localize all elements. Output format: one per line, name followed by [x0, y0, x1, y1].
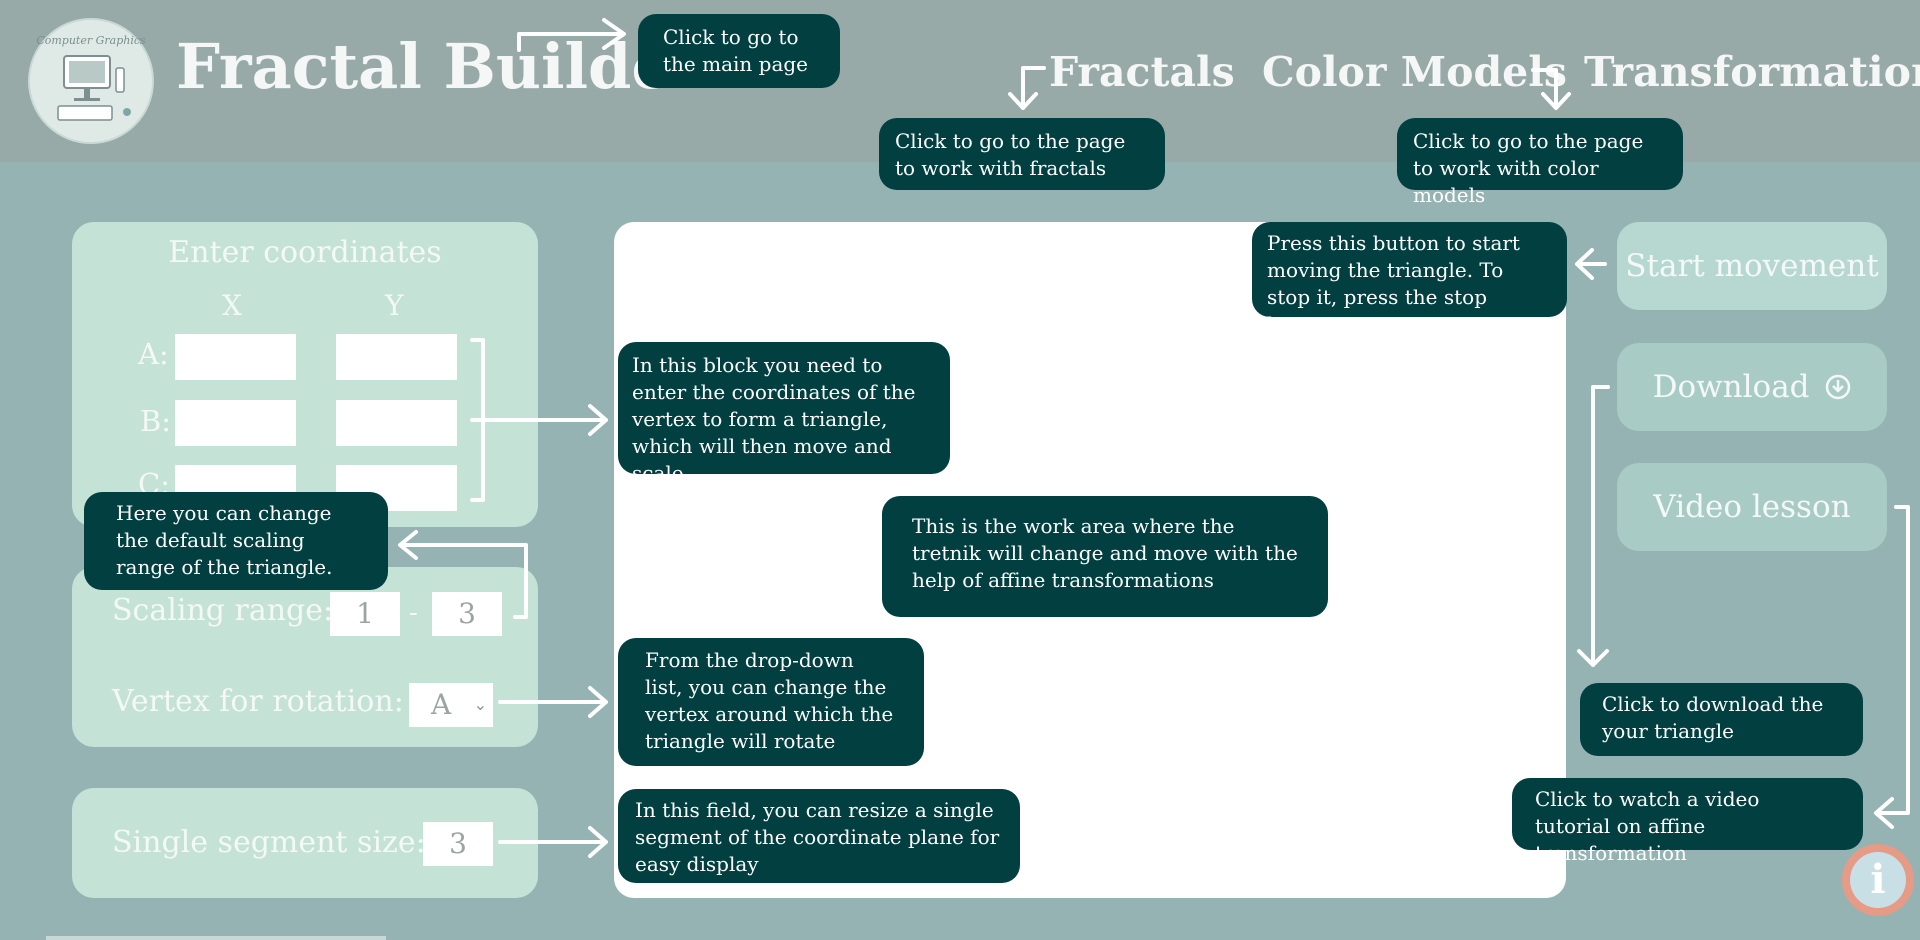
coordinates-panel [72, 222, 538, 527]
segment-size-label: Single segment size: [112, 825, 426, 860]
logo-text: Computer Graphics [36, 34, 146, 47]
arrow-from-coordinates [470, 338, 608, 502]
x-header: X [222, 289, 242, 322]
scaling-dash: - [409, 598, 418, 628]
scaling-min-input[interactable]: 1 [330, 592, 400, 636]
tip-scaling: Here you can change the default scaling … [84, 492, 388, 590]
row-label-b: B: [140, 404, 172, 438]
arrow-from-segment [498, 826, 608, 858]
info-button[interactable]: i [1842, 844, 1914, 916]
page-title[interactable]: Fractal Builder [176, 30, 704, 103]
input-a-y[interactable] [336, 334, 457, 380]
rotation-vertex-select[interactable]: A ⌄ [409, 683, 493, 727]
video-lesson-button[interactable]: Video lesson [1617, 463, 1887, 551]
tip-work-area: This is the work area where the tretnik … [882, 496, 1328, 617]
arrow-to-scaling-tip [398, 530, 528, 619]
tip-video: Click to watch a video tutorial on affin… [1512, 778, 1863, 865]
arrow-to-color-models [1531, 68, 1571, 110]
tip-color-models: Click to go to the page to work with col… [1397, 118, 1683, 207]
nav-color-models[interactable]: Color Models [1262, 48, 1567, 96]
rotation-vertex-label: Vertex for rotation: [112, 684, 404, 719]
tip-rotation: From the drop-down list, you can change … [618, 638, 924, 766]
bottom-divider [46, 936, 386, 940]
coordinates-title: Enter coordinates [168, 235, 442, 270]
tip-start-movement: Press this button to start moving the tr… [1252, 222, 1567, 336]
download-circle-icon [1826, 374, 1851, 400]
row-label-a: A: [138, 337, 169, 371]
arrow-to-start-tip [1575, 248, 1607, 280]
tip-main-page: Click to go to the main page [638, 14, 840, 88]
tip-segment: In this field, you can resize a single s… [618, 789, 1020, 883]
scaling-max-input[interactable]: 3 [432, 592, 502, 636]
chevron-down-icon: ⌄ [473, 695, 487, 714]
tip-download: Click to download the your triangle [1580, 683, 1863, 756]
y-header: Y [385, 289, 404, 322]
rotation-vertex-value: A [431, 688, 452, 721]
scaling-range-label: Scaling range: [112, 593, 334, 628]
segment-size-input[interactable]: 3 [423, 822, 493, 866]
logo[interactable]: Computer Graphics [28, 18, 154, 144]
arrow-to-fractals [1008, 66, 1046, 110]
arrow-to-download-tip [1577, 385, 1610, 667]
tip-coordinates: In this block you need to enter the coor… [618, 342, 950, 485]
download-button[interactable]: Download [1617, 343, 1887, 431]
tip-fractals: Click to go to the page to work with fra… [879, 118, 1165, 190]
nav-transformation[interactable]: Transformation [1584, 48, 1920, 96]
input-b-x[interactable] [175, 400, 296, 446]
arrow-to-video-tip [1874, 505, 1910, 829]
nav-fractals[interactable]: Fractals [1049, 48, 1235, 96]
download-label: Download [1652, 369, 1810, 405]
start-movement-button[interactable]: Start movement [1617, 222, 1887, 310]
input-b-y[interactable] [336, 400, 457, 446]
arrow-from-rotation [498, 686, 608, 718]
computer-icon [57, 55, 131, 121]
input-a-x[interactable] [175, 334, 296, 380]
arrow-to-main [517, 18, 626, 52]
info-icon: i [1850, 852, 1906, 908]
